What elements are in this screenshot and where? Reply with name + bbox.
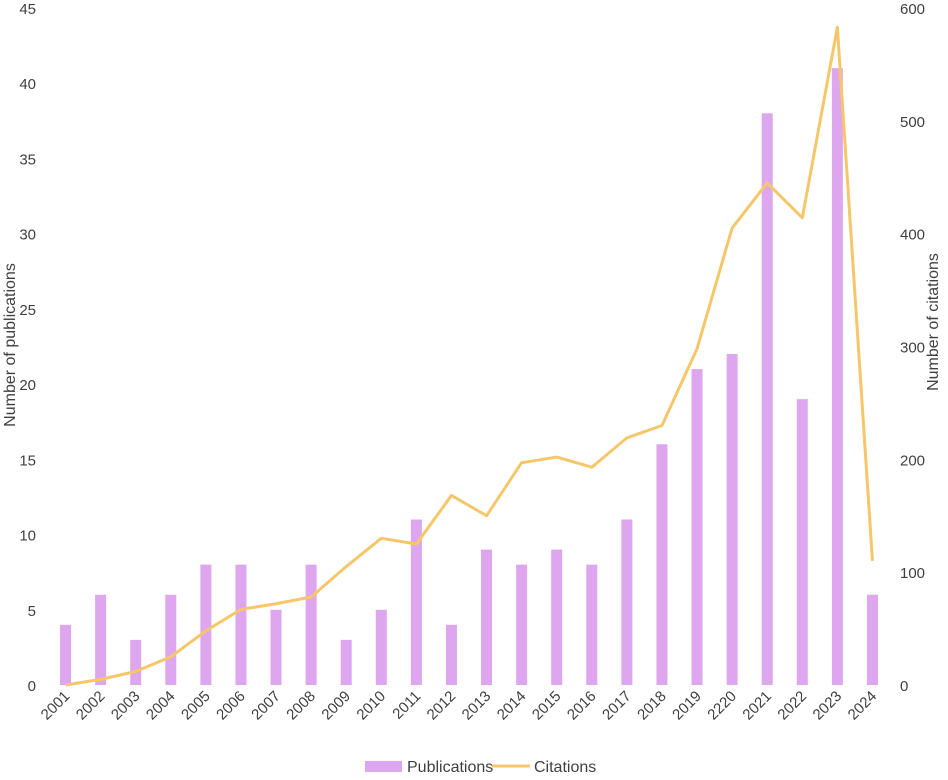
- bar-publications-2220: [726, 354, 738, 685]
- bar-publications-2007: [270, 609, 282, 685]
- x-tick-2001: 2001: [38, 688, 74, 724]
- right-tick-100: 100: [900, 565, 925, 582]
- x-tick-2024: 2024: [845, 688, 881, 724]
- bar-publications-2009: [340, 639, 352, 685]
- citations-line: [65, 25, 874, 687]
- bar-publications-2012: [445, 624, 457, 685]
- bar-publications-2023: [831, 68, 843, 686]
- x-tick-2023: 2023: [810, 688, 846, 724]
- x-tick-2009: 2009: [318, 688, 354, 724]
- right-tick-400: 400: [900, 227, 925, 244]
- left-tick-10: 10: [19, 528, 36, 545]
- bar-publications-2004: [165, 594, 177, 685]
- right-tick-0: 0: [900, 678, 908, 695]
- bar-publications-2001: [60, 624, 72, 685]
- left-axis-title: Number of publications: [2, 263, 19, 427]
- x-tick-2017: 2017: [599, 688, 635, 724]
- bar-publications-2022: [796, 399, 808, 685]
- left-tick-30: 30: [19, 227, 36, 244]
- left-tick-25: 25: [19, 302, 36, 319]
- x-tick-2010: 2010: [353, 688, 389, 724]
- bar-publications-2016: [586, 564, 598, 685]
- x-tick-2002: 2002: [73, 688, 109, 724]
- bar-publications-2002: [95, 594, 107, 685]
- legend: Publications Citations: [365, 759, 596, 776]
- bar-publications-2006: [235, 564, 247, 685]
- publications-bars: [60, 68, 878, 686]
- right-tick-500: 500: [900, 114, 925, 131]
- legend-citations-label: Citations: [534, 759, 596, 775]
- x-tick-2016: 2016: [564, 688, 600, 724]
- x-tick-2018: 2018: [634, 688, 670, 724]
- x-tick-2011: 2011: [389, 688, 424, 723]
- x-tick-2019: 2019: [669, 688, 705, 724]
- x-tick-2022: 2022: [774, 688, 810, 724]
- left-tick-40: 40: [19, 76, 36, 93]
- bar-publications-2005: [200, 564, 212, 685]
- citations-line-layer: [65, 25, 874, 687]
- x-tick-2006: 2006: [213, 688, 249, 724]
- left-axis-ticks: 0 5 10 15 20 25 30 35 40 45: [19, 1, 36, 695]
- x-tick-2004: 2004: [143, 688, 179, 724]
- legend-publications-swatch: [365, 761, 402, 772]
- left-tick-15: 15: [19, 452, 36, 469]
- x-tick-2005: 2005: [178, 688, 214, 724]
- x-tick-2015: 2015: [529, 688, 565, 724]
- bar-publications-2024: [866, 594, 878, 685]
- left-tick-5: 5: [28, 603, 36, 620]
- x-tick-2008: 2008: [283, 688, 319, 724]
- bar-publications-2015: [551, 549, 563, 685]
- right-tick-200: 200: [900, 452, 925, 469]
- left-tick-0: 0: [28, 678, 36, 695]
- bar-publications-2019: [691, 369, 703, 685]
- x-axis-ticks: 2001 2002 2003 2004 2005 2006 2007 2008 2009 2010…: [38, 688, 881, 724]
- right-axis-ticks: 0 100 200 300 400 500 600: [900, 1, 925, 695]
- x-tick-2012: 2012: [424, 688, 460, 724]
- bar-publications-2021: [761, 113, 773, 685]
- right-axis-title: Number of citations: [925, 253, 942, 391]
- left-tick-35: 35: [19, 151, 36, 168]
- legend-publications-label: Publications: [407, 759, 493, 775]
- bar-publications-2003: [130, 639, 142, 685]
- left-tick-20: 20: [19, 377, 36, 394]
- x-tick-2007: 2007: [248, 688, 284, 724]
- x-tick-2220: 2220: [704, 688, 740, 724]
- bar-publications-2018: [656, 444, 668, 685]
- x-tick-2003: 2003: [108, 688, 144, 724]
- x-tick-2013: 2013: [459, 688, 495, 724]
- bar-publications-2014: [516, 564, 528, 685]
- bar-publications-2013: [481, 549, 493, 685]
- bar-publications-2017: [621, 519, 633, 685]
- bar-publications-2011: [410, 519, 422, 685]
- right-tick-300: 300: [900, 340, 925, 357]
- bar-publications-2008: [305, 564, 317, 685]
- right-tick-600: 600: [900, 1, 925, 18]
- left-tick-45: 45: [19, 1, 36, 18]
- bar-publications-2010: [375, 609, 387, 685]
- x-tick-2021: 2021: [739, 688, 775, 724]
- x-tick-2014: 2014: [494, 688, 530, 724]
